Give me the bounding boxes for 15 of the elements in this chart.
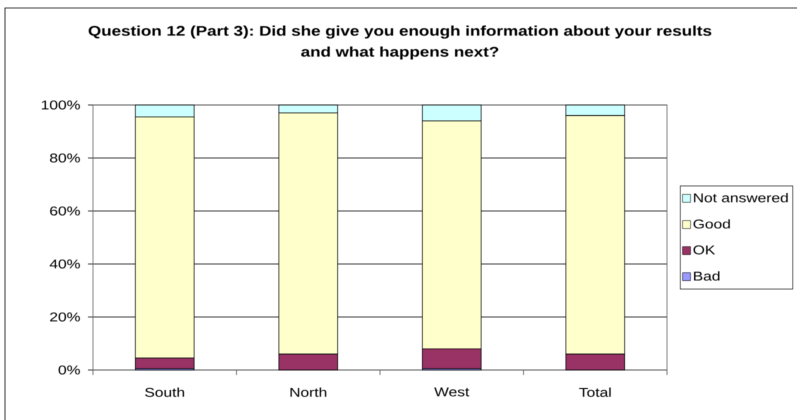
x-tick-label: West [434,388,470,396]
legend-label: OK [694,245,716,254]
x-tick-label: North [290,388,326,397]
chart-title: Question 12 (Part 3): Did she give you enough information about your results and what happens next? [88,26,712,60]
x-tick-label: South [145,388,184,397]
y-tick-label: 100% [42,100,80,110]
y-tick-label: 0% [58,365,80,375]
legend-label: Not answered [694,192,788,202]
legend-label: Good [694,219,730,229]
legend-label: Bad [694,271,720,281]
y-tick-label: 60% [50,206,80,216]
y-tick-label: 40% [50,259,80,269]
y-tick-label: 80% [50,153,80,163]
y-tick-label: 20% [50,312,80,322]
x-tick-label: Total [579,388,611,397]
